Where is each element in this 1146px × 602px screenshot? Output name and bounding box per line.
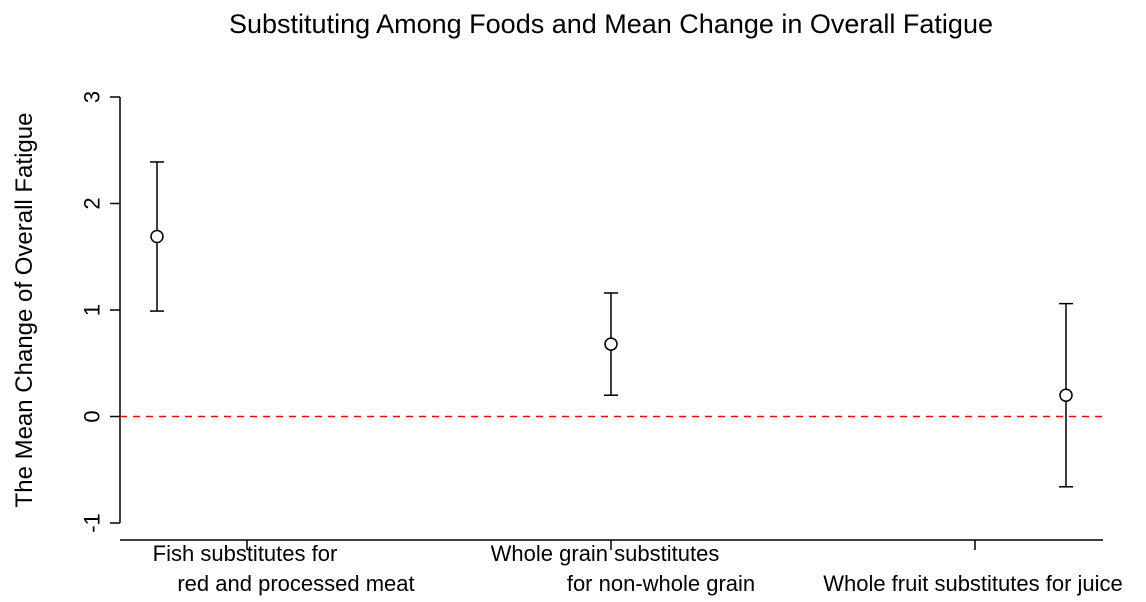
y-tick-label: -1	[80, 513, 105, 533]
y-tick-label: 0	[80, 410, 105, 422]
y-tick-label: 1	[80, 304, 105, 316]
x-tick-label: Fish substitutes for	[153, 541, 338, 566]
x-tick-label: Whole grain substitutes	[491, 541, 720, 566]
x-tick-label: red and processed meat	[177, 571, 414, 596]
y-axis-label: The Mean Change of Overall Fatigue	[11, 113, 38, 508]
marks	[120, 161, 1103, 488]
axes: -1 0 1 2 3 Fish substitutes for red and proces…	[80, 91, 1123, 596]
chart-title: Substituting Among Foods and Mean Change…	[229, 9, 993, 39]
x-tick-label: Whole fruit substitutes for juice	[823, 571, 1123, 596]
data-point	[150, 229, 164, 244]
x-tick-label: for non-whole grain	[567, 571, 755, 596]
data-point	[604, 337, 618, 351]
y-tick-label: 3	[80, 91, 105, 103]
data-point	[1059, 388, 1073, 402]
y-tick-label: 2	[80, 197, 105, 209]
